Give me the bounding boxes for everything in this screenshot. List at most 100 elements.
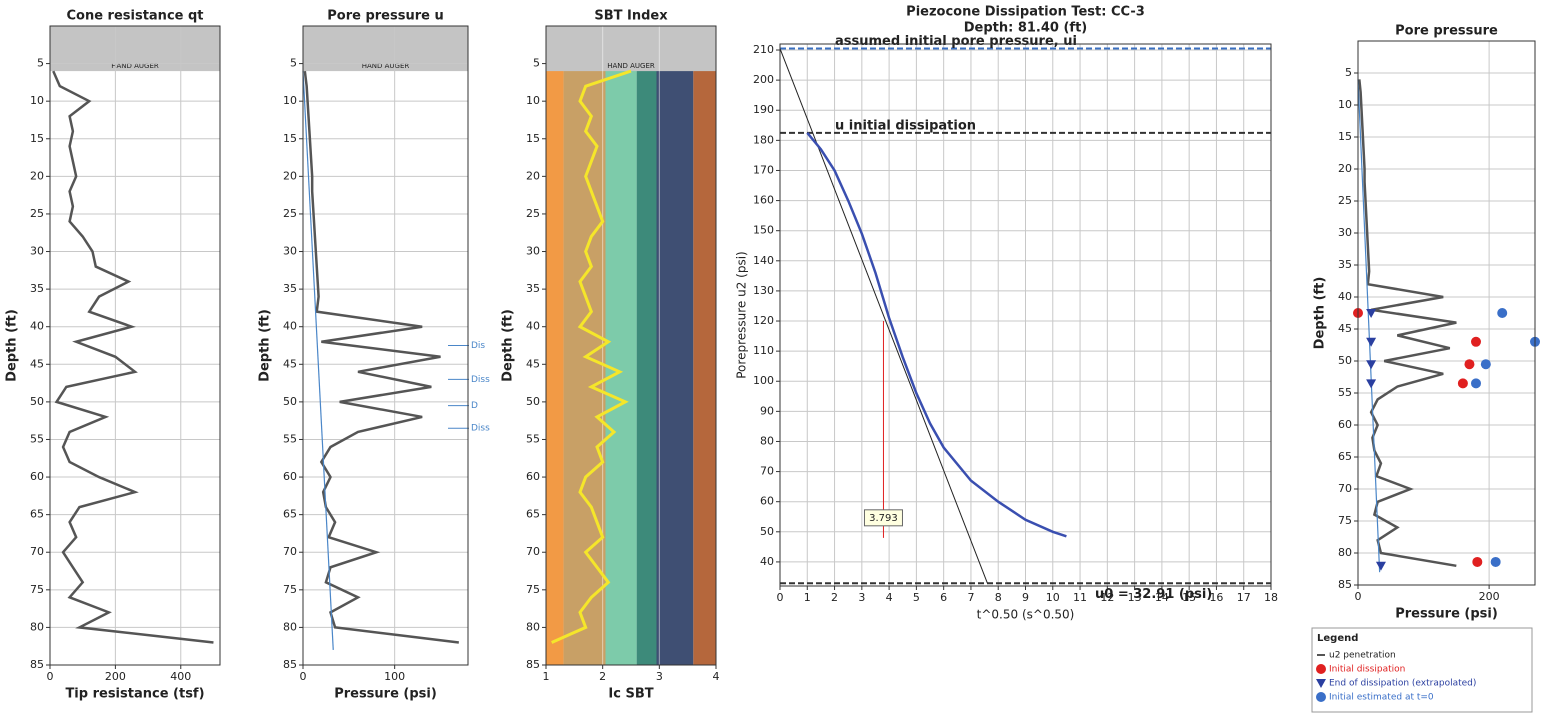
plot-border xyxy=(779,43,1272,587)
point-marker xyxy=(1497,308,1508,318)
x-tick-label: 3 xyxy=(656,670,663,683)
y-tick-label: 55 xyxy=(283,432,297,445)
y-tick-label: 50 xyxy=(1338,354,1352,367)
y-tick-label: 45 xyxy=(30,357,44,370)
plot-border xyxy=(302,25,469,666)
x-axis-label: Pressure (psi) xyxy=(334,687,437,702)
x-tick-label: 3 xyxy=(858,591,865,604)
y-axis-label: Depth (ft) xyxy=(501,309,516,382)
x-tick-label: 16 xyxy=(1209,591,1223,604)
y-tick-label: 70 xyxy=(30,545,44,558)
chart-subtitle: Depth: 81.40 (ft) xyxy=(964,21,1088,36)
y-tick-label: 60 xyxy=(30,470,44,483)
legend-label: u2 penetration xyxy=(1329,651,1396,661)
x-tick-label: 4 xyxy=(713,670,720,683)
x-tick-label: 0 xyxy=(47,670,54,683)
y-tick-label: 60 xyxy=(760,495,774,508)
reference-label: u initial dissipation xyxy=(835,118,976,133)
x-axis-label: Tip resistance (tsf) xyxy=(65,687,204,702)
y-tick-label: 180 xyxy=(753,133,774,146)
y-tick-label: 15 xyxy=(30,132,44,145)
plot-border xyxy=(545,25,717,666)
x-tick-label: 8 xyxy=(995,591,1002,604)
legend-title: Legend xyxy=(1317,633,1358,644)
y-tick-label: 40 xyxy=(30,320,44,333)
y-tick-label: 100 xyxy=(753,374,774,387)
annotation-label: Diss xyxy=(471,424,490,434)
y-tick-label: 80 xyxy=(30,620,44,633)
y-tick-label: 5 xyxy=(1345,66,1352,79)
y-tick-label: 90 xyxy=(760,404,774,417)
x-tick-label: 2 xyxy=(831,591,838,604)
y-tick-label: 45 xyxy=(283,357,297,370)
sbt-zone xyxy=(563,26,606,665)
sbt-zone xyxy=(546,26,564,665)
legend-label: Initial dissipation xyxy=(1329,665,1405,675)
y-tick-label: 10 xyxy=(526,94,540,107)
x-tick-label: 14 xyxy=(1155,591,1169,604)
y-tick-label: 25 xyxy=(30,207,44,220)
y-tick-label: 40 xyxy=(1338,290,1352,303)
hand-auger-band xyxy=(546,26,716,72)
sbt-zone xyxy=(656,26,694,665)
y-tick-label: 15 xyxy=(283,132,297,145)
y-axis-label: Porepressure u2 (psi) xyxy=(735,251,749,378)
reference-label: assumed initial pore pressure, ui xyxy=(835,34,1077,49)
x-axis-label: t^0.50 (s^0.50) xyxy=(977,608,1075,622)
y-tick-label: 55 xyxy=(30,432,44,445)
plot-border xyxy=(1357,40,1536,586)
y-tick-label: 35 xyxy=(1338,258,1352,271)
y-tick-label: 30 xyxy=(1338,226,1352,239)
depth-profile xyxy=(1358,79,1457,568)
point-marker xyxy=(1366,309,1377,318)
y-tick-label: 5 xyxy=(533,57,540,70)
y-tick-label: 20 xyxy=(526,169,540,182)
y-tick-label: 25 xyxy=(1338,194,1352,207)
x-axis-label: Ic SBT xyxy=(608,687,653,702)
y-tick-label: 80 xyxy=(283,620,297,633)
point-marker xyxy=(1316,679,1326,688)
y-tick-label: 35 xyxy=(283,282,297,295)
y-tick-label: 35 xyxy=(30,282,44,295)
y-tick-label: 50 xyxy=(526,395,540,408)
depth-profile xyxy=(551,69,632,644)
y-tick-label: 60 xyxy=(526,470,540,483)
y-tick-label: 65 xyxy=(283,508,297,521)
point-marker xyxy=(1472,556,1483,567)
x-tick-label: 11 xyxy=(1073,591,1087,604)
y-tick-label: 20 xyxy=(283,169,297,182)
y-tick-label: 50 xyxy=(760,525,774,538)
y-tick-label: 60 xyxy=(1338,418,1352,431)
y-tick-label: 60 xyxy=(283,470,297,483)
x-tick-label: 1 xyxy=(804,591,811,604)
point-marker xyxy=(1464,359,1475,370)
y-tick-label: 35 xyxy=(526,282,540,295)
x-tick-label: 2 xyxy=(599,670,606,683)
plot-area xyxy=(50,26,220,665)
x-tick-label: 6 xyxy=(940,591,947,604)
point-marker xyxy=(1457,378,1468,389)
tangent-line xyxy=(779,48,988,584)
y-tick-label: 15 xyxy=(1338,130,1352,143)
y-tick-label: 45 xyxy=(1338,322,1352,335)
point-marker xyxy=(1471,336,1481,347)
x-tick-label: 1 xyxy=(543,670,550,683)
y-tick-label: 5 xyxy=(37,57,44,70)
y-tick-label: 10 xyxy=(1338,98,1352,111)
sbt-zone xyxy=(636,26,657,665)
hydrostatic-line xyxy=(1357,79,1381,573)
y-tick-label: 10 xyxy=(30,94,44,107)
point-marker xyxy=(1480,359,1491,370)
x-tick-label: 5 xyxy=(913,591,920,604)
y-tick-label: 75 xyxy=(283,583,297,596)
point-marker xyxy=(1316,664,1326,674)
y-tick-label: 200 xyxy=(753,73,774,86)
y-tick-label: 210 xyxy=(753,43,774,56)
x-tick-label: 400 xyxy=(170,670,191,683)
depth-profile xyxy=(52,70,214,644)
y-tick-label: 55 xyxy=(526,432,540,445)
y-tick-label: 40 xyxy=(760,555,774,568)
y-tick-label: 85 xyxy=(30,658,44,671)
